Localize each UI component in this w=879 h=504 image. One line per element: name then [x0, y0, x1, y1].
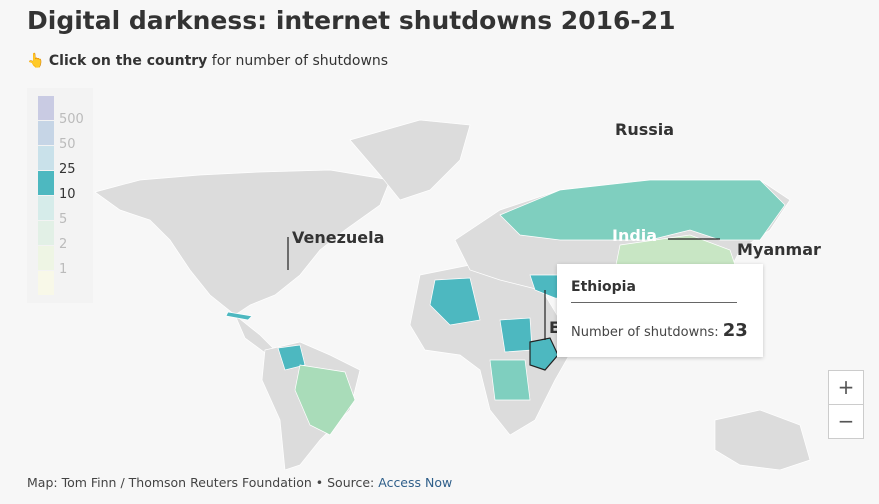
country-drc — [489, 359, 531, 401]
page-title: Digital darkness: internet shutdowns 201… — [27, 6, 676, 35]
legend-swatch[interactable] — [38, 146, 54, 170]
world-map[interactable] — [0, 80, 879, 470]
zoom-out-button[interactable]: − — [828, 404, 864, 439]
country-algeria — [429, 277, 481, 326]
legend-label: 500 — [59, 112, 84, 127]
legend-label: 25 — [59, 162, 76, 177]
legend-swatch[interactable] — [38, 171, 54, 195]
country-brazil — [294, 364, 356, 436]
tooltip-metric-label: Number of shutdowns: — [571, 325, 723, 340]
tooltip-metric: Number of shutdowns: 23 — [571, 320, 748, 341]
subtitle-bold: Click on the country — [48, 53, 208, 69]
country-sudan — [499, 317, 533, 353]
country-ethiopia — [529, 337, 559, 371]
source-link[interactable]: Access Now — [378, 475, 453, 490]
legend-swatch[interactable] — [38, 96, 54, 120]
label-myanmar[interactable]: Myanmar — [737, 240, 821, 259]
tooltip-value: 23 — [722, 320, 748, 341]
legend-label: 1 — [59, 262, 68, 277]
legend-label: 2 — [59, 237, 68, 252]
label-india[interactable]: India — [612, 226, 658, 245]
legend-label: 50 — [59, 137, 76, 152]
greenland — [349, 119, 471, 201]
zoom-in-button[interactable]: + — [828, 370, 864, 405]
legend-swatch[interactable] — [38, 246, 54, 270]
label-venezuela[interactable]: Venezuela — [292, 228, 385, 247]
tooltip: Ethiopia Number of shutdowns: 23 — [557, 264, 763, 357]
north-america — [94, 169, 391, 316]
country-russia — [499, 179, 786, 241]
australia — [714, 409, 811, 470]
label-russia[interactable]: Russia — [615, 120, 675, 139]
legend-swatch[interactable] — [38, 121, 54, 145]
subtitle: 👆 Click on the country for number of shu… — [27, 53, 388, 69]
tooltip-country: Ethiopia — [571, 279, 636, 295]
tooltip-divider — [571, 302, 737, 303]
label-ethiopia[interactable]: E — [549, 318, 560, 337]
pointing-hand-icon: 👆 — [27, 53, 45, 69]
legend-label: 5 — [59, 212, 68, 227]
footer: Map: Tom Finn / Thomson Reuters Foundati… — [27, 475, 452, 490]
legend-swatch[interactable] — [38, 196, 54, 220]
legend-label: 10 — [59, 187, 76, 202]
country-venezuela — [277, 344, 306, 371]
subtitle-rest: for number of shutdowns — [207, 53, 389, 69]
color-legend: 500 50 25 10 5 2 1 — [27, 88, 93, 303]
country-cuba — [225, 311, 253, 321]
legend-swatch[interactable] — [38, 271, 54, 295]
legend-swatch[interactable] — [38, 221, 54, 245]
footer-credit: Map: Tom Finn / Thomson Reuters Foundati… — [27, 475, 379, 490]
